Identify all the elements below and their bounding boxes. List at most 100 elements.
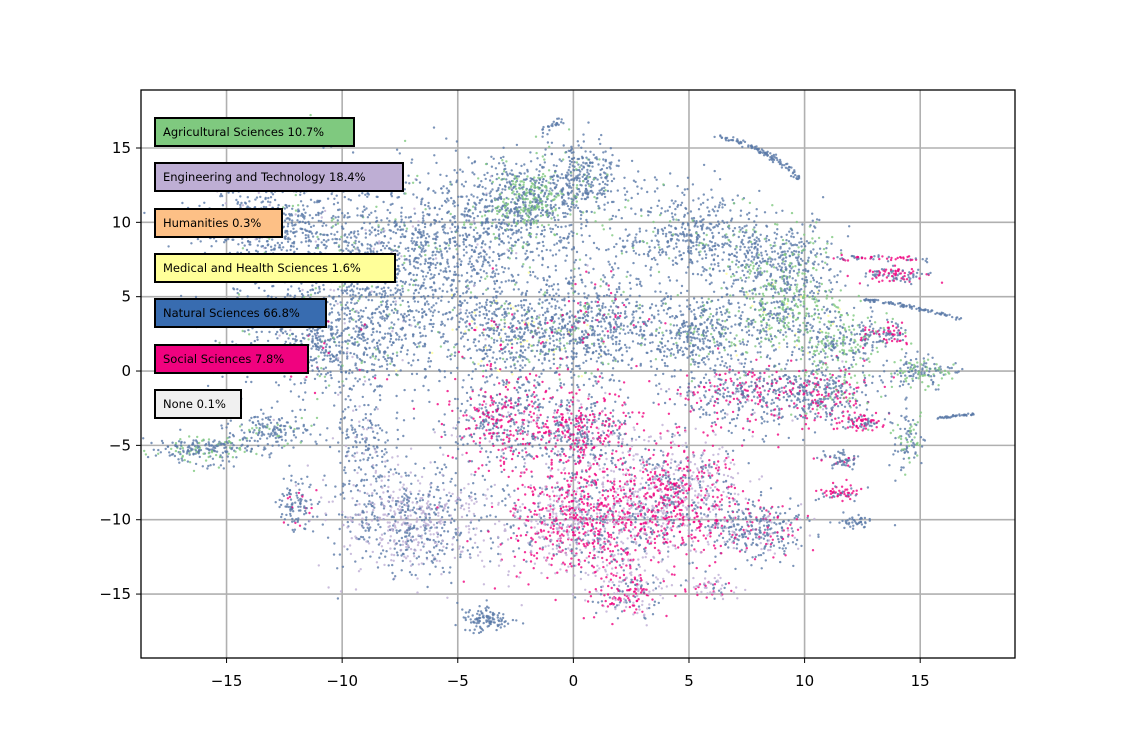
scatter-point (358, 288, 362, 291)
scatter-point (371, 505, 374, 508)
scatter-point (393, 522, 396, 526)
scatter-point (358, 490, 362, 493)
scatter-point (420, 537, 423, 540)
scatter-point (542, 244, 545, 248)
scatter-point (372, 331, 375, 334)
scatter-point (361, 192, 364, 195)
scatter-point (431, 289, 434, 292)
scatter-point (305, 500, 308, 503)
scatter-point (219, 443, 223, 446)
scatter-point (370, 285, 374, 288)
scatter-point (493, 361, 497, 364)
scatter-point (386, 521, 389, 524)
scatter-point (362, 205, 366, 208)
scatter-point (457, 195, 460, 198)
scatter-point (434, 266, 437, 270)
scatter-point (369, 293, 373, 296)
scatter-point (425, 513, 428, 516)
scatter-point (384, 555, 387, 558)
scatter-point (376, 516, 379, 519)
scatter-point (407, 524, 411, 527)
scatter-point (459, 491, 463, 494)
scatter-point (449, 219, 452, 222)
scatter-point (417, 563, 421, 566)
scatter-point (395, 446, 398, 449)
scatter-point (450, 517, 454, 520)
scatter-point (575, 200, 578, 203)
scatter-point (434, 565, 437, 568)
scatter-point (521, 217, 524, 221)
scatter-point (372, 445, 375, 448)
scatter-point (364, 436, 367, 440)
scatter-point (334, 495, 337, 498)
scatter-point (395, 148, 399, 151)
scatter-point (429, 310, 432, 313)
scatter-point (246, 445, 249, 448)
scatter-point (472, 195, 475, 198)
scatter-point (358, 420, 361, 423)
scatter-point (399, 228, 402, 232)
scatter-point (443, 376, 447, 379)
scatter-point (298, 221, 301, 224)
scatter-point (510, 273, 513, 277)
scatter-point (381, 460, 384, 463)
scatter-point (315, 442, 318, 446)
scatter-point (461, 335, 464, 338)
scatter-point (454, 220, 457, 224)
scatter-point (453, 215, 456, 218)
scatter-point (318, 374, 321, 378)
scatter-point (186, 460, 190, 463)
scatter-point (483, 214, 487, 217)
scatter-point (448, 238, 451, 241)
scatter-point (415, 273, 419, 277)
scatter-point (355, 309, 358, 313)
scatter-point (428, 516, 431, 519)
scatter-point (188, 446, 191, 449)
scatter-point (418, 482, 422, 485)
scatter-point (283, 296, 287, 299)
scatter-point (470, 244, 473, 248)
scatter-point (274, 431, 277, 434)
scatter-point (398, 539, 401, 543)
scatter-point (378, 384, 382, 387)
scatter-point (290, 222, 294, 225)
scatter-point (250, 416, 253, 420)
scatter-point (286, 238, 290, 241)
scatter-point (380, 293, 384, 296)
scatter-point (257, 286, 261, 290)
scatter-point (481, 292, 485, 296)
scatter-point (372, 508, 375, 512)
scatter-point (481, 240, 485, 243)
scatter-point (221, 459, 224, 462)
scatter-point (199, 240, 202, 243)
scatter-point (305, 507, 308, 510)
scatter-point (362, 309, 365, 313)
scatter-point (379, 312, 383, 315)
scatter-point (556, 283, 560, 286)
scatter-point (344, 340, 348, 343)
scatter-point (572, 198, 575, 201)
scatter-point (412, 260, 416, 263)
scatter-point (445, 546, 448, 550)
scatter-point (396, 311, 399, 315)
scatter-point (195, 446, 198, 449)
scatter-point (358, 441, 362, 444)
scatter-point (555, 242, 559, 245)
scatter-point (406, 495, 409, 499)
scatter-point (555, 233, 559, 236)
scatter-point (188, 452, 191, 455)
scatter-point (414, 462, 417, 465)
scatter-point (453, 225, 457, 229)
scatter-point (415, 196, 419, 199)
scatter-point (415, 502, 418, 505)
scatter-point (491, 541, 495, 544)
scatter-point (392, 490, 395, 493)
scatter-point (519, 231, 523, 234)
scatter-point (346, 347, 349, 350)
scatter-point (540, 250, 544, 253)
scatter-point (399, 350, 403, 353)
scatter-point (346, 350, 349, 354)
scatter-point (320, 367, 323, 370)
scatter-point (357, 466, 361, 469)
scatter-point (448, 491, 451, 494)
